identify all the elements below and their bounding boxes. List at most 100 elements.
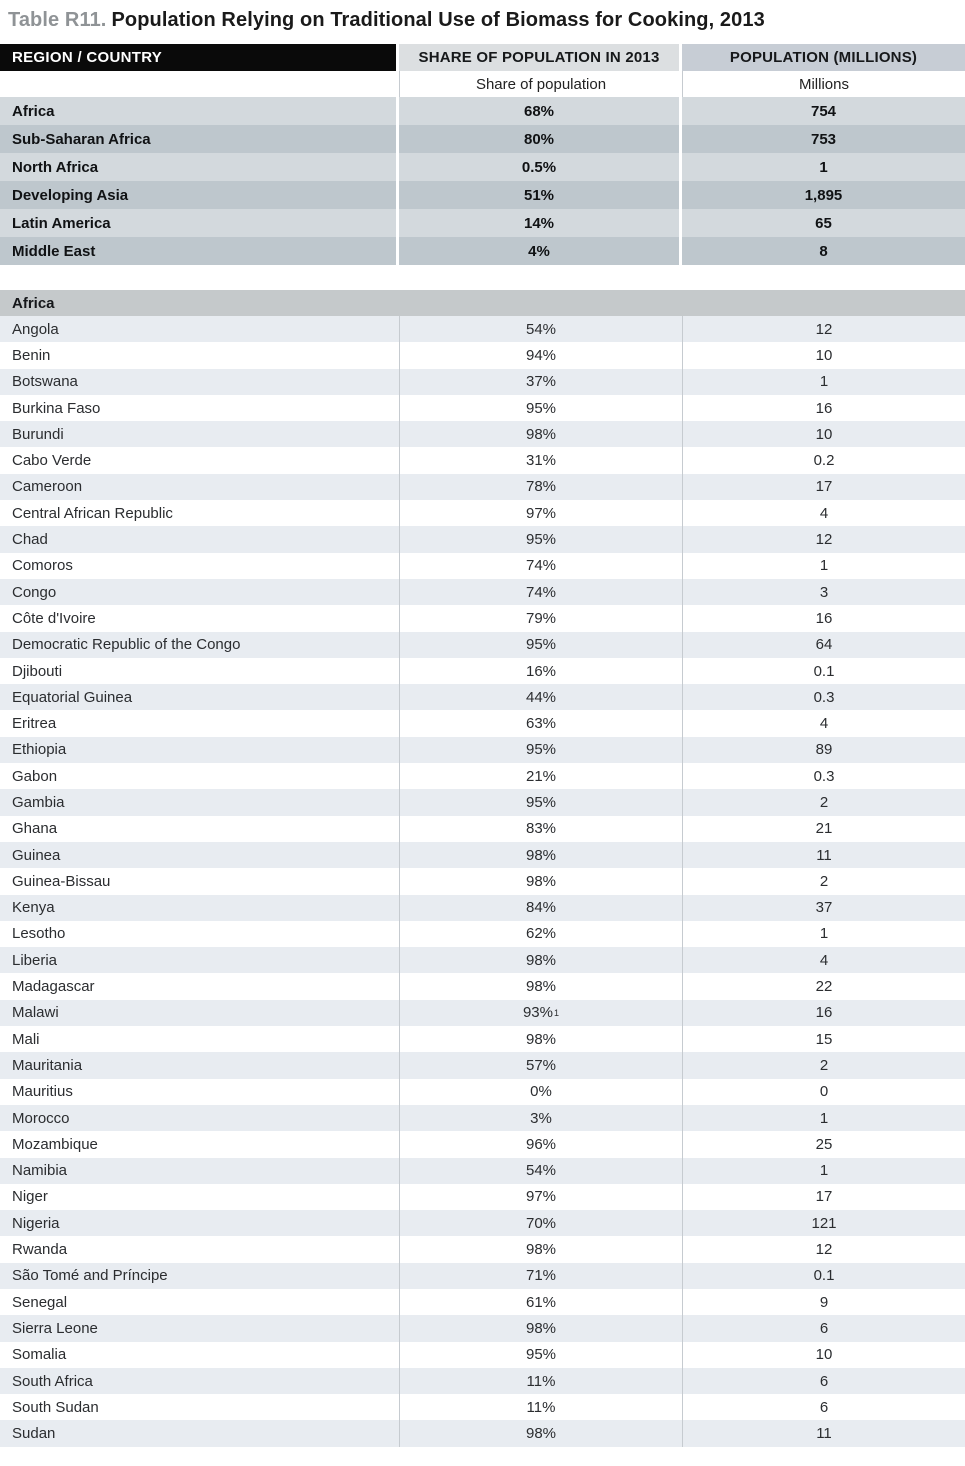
country-cell: Djibouti [0, 657, 399, 685]
country-cell: Cameroon [0, 473, 399, 501]
share-cell: 97% [399, 1183, 682, 1211]
share-cell: 78% [399, 473, 682, 501]
population-cell: 1 [682, 368, 965, 395]
country-cell: Mauritania [0, 1052, 399, 1079]
share-cell: 84% [399, 894, 682, 921]
population-cell: 3 [682, 578, 965, 606]
country-cell: Burundi [0, 421, 399, 448]
table-row: Malawi 93% 1 16 [0, 999, 965, 1027]
population-cell: 4 [682, 500, 965, 527]
country-cell: Rwanda [0, 1236, 399, 1263]
population-cell: 10 [682, 421, 965, 448]
table-row: Gabon 21% 0.3 [0, 763, 965, 790]
table-row: Mozambique 96% 25 [0, 1131, 965, 1158]
country-cell: Somalia [0, 1341, 399, 1368]
share-cell: 70% [399, 1210, 682, 1237]
table-row: Sub-Saharan Africa 80% 753 [0, 125, 965, 153]
share-cell: 95% [399, 394, 682, 422]
country-cell: Mali [0, 1026, 399, 1053]
table-row: Morocco 3% 1 [0, 1104, 965, 1132]
share-cell: 98% [399, 973, 682, 1000]
country-cell: Central African Republic [0, 500, 399, 527]
population-cell: 16 [682, 605, 965, 632]
table-row: Africa 68% 754 [0, 97, 965, 125]
table-header-row: REGION / COUNTRY SHARE OF POPULATION IN … [0, 44, 965, 71]
country-cell: Sudan [0, 1420, 399, 1447]
country-cell: Lesotho [0, 920, 399, 948]
share-cell: 11% [399, 1394, 682, 1421]
share-cell: 80% [399, 125, 679, 153]
share-cell: 94% [399, 342, 682, 369]
population-cell: 754 [682, 97, 965, 125]
country-cell: Comoros [0, 552, 399, 579]
table-row: Madagascar 98% 22 [0, 973, 965, 1000]
population-cell: 89 [682, 736, 965, 764]
share-cell: 98% [399, 1420, 682, 1447]
population-cell: 0.3 [682, 684, 965, 711]
table-row: Guinea 98% 11 [0, 841, 965, 869]
share-cell: 14% [399, 209, 679, 237]
population-cell: 1 [682, 1157, 965, 1184]
population-cell: 2 [682, 868, 965, 895]
section-header-africa: Africa [0, 290, 965, 316]
share-cell: 98% [399, 421, 682, 448]
share-cell: 74% [399, 578, 682, 606]
region-cell: Middle East [0, 237, 396, 265]
country-cell: Madagascar [0, 973, 399, 1000]
table-row: Sierra Leone 98% 6 [0, 1315, 965, 1342]
table-row: Democratic Republic of the Congo 95% 64 [0, 631, 965, 658]
table-row: Eritrea 63% 4 [0, 710, 965, 737]
population-cell: 10 [682, 342, 965, 369]
share-cell: 95% [399, 631, 682, 658]
population-cell: 22 [682, 973, 965, 1000]
table-row: Nigeria 70% 121 [0, 1210, 965, 1237]
population-cell: 9 [682, 1288, 965, 1316]
population-cell: 0.3 [682, 763, 965, 790]
country-cell: Ghana [0, 815, 399, 842]
population-cell: 0.2 [682, 447, 965, 474]
country-cell: Cabo Verde [0, 447, 399, 474]
share-cell: 3% [399, 1104, 682, 1132]
subheader-empty [0, 71, 399, 97]
country-cell: Benin [0, 342, 399, 369]
share-cell: 98% [399, 1236, 682, 1263]
table-row: Mauritania 57% 2 [0, 1052, 965, 1079]
population-cell: 4 [682, 710, 965, 737]
population-cell: 12 [682, 1236, 965, 1263]
population-cell: 10 [682, 1341, 965, 1368]
table-row: Niger 97% 17 [0, 1183, 965, 1211]
region-cell: Latin America [0, 209, 396, 237]
table-title-text: Population Relying on Traditional Use of… [111, 9, 765, 31]
population-cell: 6 [682, 1394, 965, 1421]
country-cell: Liberia [0, 947, 399, 974]
country-cell: Ethiopia [0, 736, 399, 764]
country-cell: Sierra Leone [0, 1315, 399, 1342]
share-cell: 95% [399, 789, 682, 816]
country-cell: Morocco [0, 1104, 399, 1132]
share-cell: 57% [399, 1052, 682, 1079]
table-row: Gambia 95% 2 [0, 789, 965, 816]
share-cell: 95% [399, 1341, 682, 1368]
share-cell: 79% [399, 605, 682, 632]
country-cell: Gambia [0, 789, 399, 816]
country-cell: Kenya [0, 894, 399, 921]
country-cell: Mauritius [0, 1078, 399, 1105]
share-cell: 95% [399, 526, 682, 553]
table-row: Kenya 84% 37 [0, 894, 965, 921]
population-cell: 12 [682, 316, 965, 343]
share-cell: 95% [399, 736, 682, 764]
table-row: Sudan 98% 11 [0, 1420, 965, 1447]
population-cell: 8 [682, 237, 965, 265]
share-cell: 98% [399, 841, 682, 869]
country-cell: Malawi [0, 999, 399, 1027]
country-cell: Namibia [0, 1157, 399, 1184]
table-row: Burkina Faso 95% 16 [0, 394, 965, 422]
population-cell: 37 [682, 894, 965, 921]
summary-rows-group: Africa 68% 754 Sub-Saharan Africa 80% 75… [0, 97, 965, 265]
table-row: São Tomé and Príncipe 71% 0.1 [0, 1262, 965, 1289]
column-header-region: REGION / COUNTRY [0, 44, 396, 71]
country-cell: São Tomé and Príncipe [0, 1262, 399, 1289]
share-cell: 0.5% [399, 153, 679, 181]
country-cell: Chad [0, 526, 399, 553]
